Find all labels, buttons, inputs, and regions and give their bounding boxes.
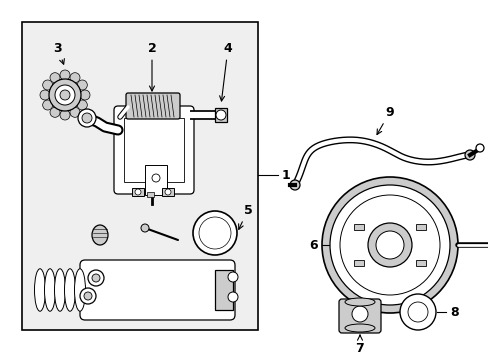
FancyBboxPatch shape <box>126 93 180 119</box>
Bar <box>162 188 174 196</box>
Circle shape <box>339 195 439 295</box>
Bar <box>353 224 363 230</box>
Circle shape <box>92 274 100 282</box>
Circle shape <box>227 292 238 302</box>
Circle shape <box>289 180 299 190</box>
Ellipse shape <box>345 324 374 332</box>
Circle shape <box>141 224 149 232</box>
Ellipse shape <box>54 269 65 311</box>
Bar <box>215 270 232 310</box>
Circle shape <box>399 294 435 330</box>
Circle shape <box>88 270 104 286</box>
Circle shape <box>329 185 449 305</box>
Circle shape <box>50 107 60 117</box>
Circle shape <box>199 217 230 249</box>
Circle shape <box>77 80 87 90</box>
Circle shape <box>78 109 96 127</box>
Text: 5: 5 <box>238 203 252 229</box>
Text: 8: 8 <box>449 306 458 319</box>
Text: 4: 4 <box>219 41 232 101</box>
Bar <box>147 192 154 197</box>
Circle shape <box>42 100 53 110</box>
Circle shape <box>60 90 70 100</box>
Circle shape <box>407 302 427 322</box>
Circle shape <box>321 177 457 313</box>
Ellipse shape <box>74 269 85 311</box>
Circle shape <box>80 288 96 304</box>
Circle shape <box>70 73 80 83</box>
Circle shape <box>464 150 474 160</box>
Circle shape <box>475 144 483 152</box>
Circle shape <box>70 107 80 117</box>
Circle shape <box>164 189 171 195</box>
Bar <box>132 188 143 196</box>
Circle shape <box>50 73 60 83</box>
Text: 2: 2 <box>147 41 156 91</box>
Circle shape <box>135 189 141 195</box>
Circle shape <box>367 223 411 267</box>
Ellipse shape <box>345 298 374 306</box>
Circle shape <box>193 211 237 255</box>
Circle shape <box>77 100 87 110</box>
FancyBboxPatch shape <box>338 299 380 333</box>
Circle shape <box>60 110 70 120</box>
Bar <box>124 118 183 182</box>
Circle shape <box>216 110 225 120</box>
Bar <box>22 22 258 330</box>
Bar <box>415 224 426 230</box>
Circle shape <box>375 231 403 259</box>
Circle shape <box>82 113 92 123</box>
FancyBboxPatch shape <box>114 106 194 194</box>
Circle shape <box>227 272 238 282</box>
Circle shape <box>40 90 50 100</box>
Text: 1: 1 <box>282 168 290 181</box>
Bar <box>145 165 167 195</box>
Bar <box>415 260 426 266</box>
Ellipse shape <box>64 269 75 311</box>
Circle shape <box>351 306 367 322</box>
Text: 9: 9 <box>376 105 393 135</box>
Circle shape <box>42 80 53 90</box>
Ellipse shape <box>35 269 45 311</box>
Circle shape <box>152 174 160 182</box>
Circle shape <box>55 85 75 105</box>
Circle shape <box>84 292 92 300</box>
Text: 7: 7 <box>355 335 364 355</box>
Circle shape <box>60 70 70 80</box>
Ellipse shape <box>44 269 55 311</box>
Bar <box>353 260 363 266</box>
FancyBboxPatch shape <box>80 260 235 320</box>
Circle shape <box>49 79 81 111</box>
Circle shape <box>80 90 90 100</box>
Text: 6: 6 <box>309 239 317 252</box>
Ellipse shape <box>92 225 108 245</box>
Text: 3: 3 <box>54 41 64 64</box>
Bar <box>215 108 226 122</box>
